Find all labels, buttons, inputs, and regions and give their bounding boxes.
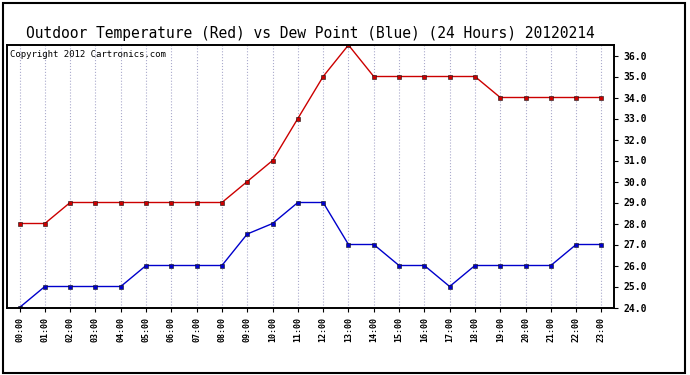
Text: Copyright 2012 Cartronics.com: Copyright 2012 Cartronics.com [10, 50, 166, 59]
Text: Outdoor Temperature (Red) vs Dew Point (Blue) (24 Hours) 20120214: Outdoor Temperature (Red) vs Dew Point (… [26, 26, 595, 41]
